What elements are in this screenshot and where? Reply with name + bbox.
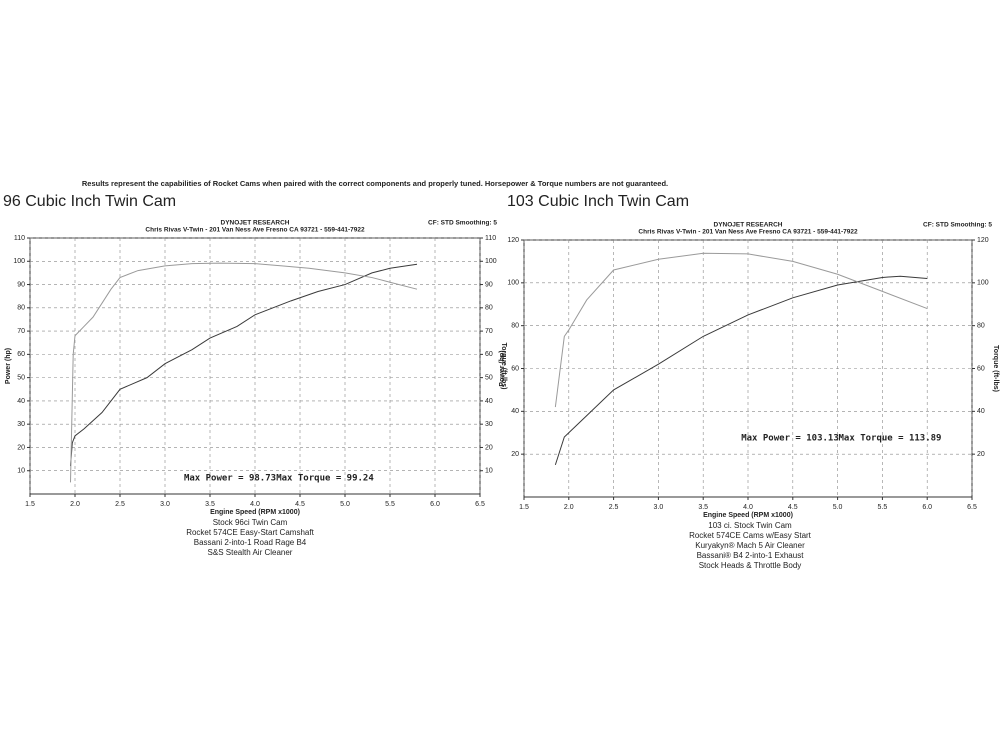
y-tick-label: 60 [511, 365, 519, 372]
y2-tick-label: 100 [485, 258, 497, 265]
series-line [554, 252, 928, 408]
x-tick-label: 6.0 [430, 501, 440, 508]
y2-tick-label: 40 [485, 398, 493, 405]
annotation: Max Torque = 99.24 [276, 474, 374, 484]
x-axis-label: Engine Speed (RPM x1000) [703, 512, 793, 519]
x-tick-label: 4.5 [295, 501, 305, 508]
y2-tick-label: 90 [485, 281, 493, 288]
chart-header: DYNOJET RESEARCH [714, 222, 783, 229]
y-tick-label: 20 [17, 444, 25, 451]
chart-header: Chris Rivas V-Twin - 201 Van Ness Ave Fr… [145, 227, 365, 234]
note: Rocket 574CE Cams w/Easy Start [689, 531, 812, 540]
y-tick-label: 50 [17, 374, 25, 381]
note: 103 ci. Stock Twin Cam [708, 521, 792, 530]
y2-tick-label: 100 [977, 280, 989, 287]
x-tick-label: 6.5 [967, 504, 977, 511]
y-tick-label: 70 [17, 328, 25, 335]
y2-tick-label: 110 [485, 235, 496, 242]
y-axis-label: Power (hp) [5, 348, 12, 384]
y2-tick-label: 30 [485, 421, 493, 428]
y-tick-label: 100 [507, 280, 519, 287]
y-tick-label: 20 [511, 451, 519, 458]
y2-tick-label: 120 [977, 237, 989, 244]
chart-header: DYNOJET RESEARCH [221, 220, 290, 227]
y2-tick-label: 80 [977, 323, 985, 330]
y2-axis-label: Torque (ft-lbs) [992, 345, 999, 392]
x-tick-label: 5.5 [385, 501, 395, 508]
x-tick-label: 5.0 [340, 501, 350, 508]
x-tick-label: 6.5 [475, 501, 485, 508]
x-tick-label: 6.0 [922, 504, 932, 511]
note: Stock 96ci Twin Cam [213, 518, 288, 527]
note: S&S Stealth Air Cleaner [208, 548, 293, 557]
settings-label: CF: STD Smoothing: 5 [428, 220, 497, 227]
y2-tick-label: 10 [485, 468, 493, 475]
x-tick-label: 3.0 [654, 504, 664, 511]
y-tick-label: 30 [17, 421, 25, 428]
x-tick-label: 4.0 [250, 501, 260, 508]
chart-title: 103 Cubic Inch Twin Cam [507, 193, 689, 210]
x-tick-label: 3.5 [698, 504, 708, 511]
x-tick-label: 2.5 [115, 501, 125, 508]
x-tick-label: 4.5 [788, 504, 798, 511]
y-tick-label: 40 [17, 398, 25, 405]
disclaimer: Results represent the capabilities of Ro… [82, 179, 668, 188]
x-axis-label: Engine Speed (RPM x1000) [210, 509, 300, 516]
annotation: Max Power = 98.73 [184, 474, 276, 484]
x-tick-label: 4.0 [743, 504, 753, 511]
note: Bassani 2-into-1 Road Rage B4 [194, 538, 307, 547]
note: Bassani® B4 2-into-1 Exhaust [697, 551, 805, 560]
y-tick-label: 40 [511, 408, 519, 415]
y2-tick-label: 70 [485, 328, 493, 335]
chart-title: 96 Cubic Inch Twin Cam [3, 193, 176, 210]
x-tick-label: 2.0 [564, 504, 574, 511]
x-tick-label: 5.5 [878, 504, 888, 511]
chart-header: Chris Rivas V-Twin - 201 Van Ness Ave Fr… [638, 229, 858, 236]
y-tick-label: 110 [14, 235, 25, 242]
y2-tick-label: 50 [485, 374, 493, 381]
x-tick-label: 1.5 [519, 504, 529, 511]
note: Stock Heads & Throttle Body [699, 561, 802, 570]
x-tick-label: 3.0 [160, 501, 170, 508]
y-axis-label: Power (hp) [499, 350, 506, 386]
x-tick-label: 2.5 [609, 504, 619, 511]
series-line [554, 275, 928, 466]
note: Kuryakyn® Mach 5 Air Cleaner [695, 541, 805, 550]
series-line [70, 262, 418, 483]
y-tick-label: 60 [17, 351, 25, 358]
note: Rocket 574CE Easy-Start Camshaft [186, 528, 314, 537]
y-tick-label: 10 [17, 468, 25, 475]
x-tick-label: 3.5 [205, 501, 215, 508]
x-tick-label: 2.0 [70, 501, 80, 508]
y-tick-label: 80 [511, 323, 519, 330]
y-tick-label: 90 [17, 281, 25, 288]
y2-axis-label: Torque (ft-lbs) [500, 343, 507, 390]
series-line [70, 263, 418, 467]
annotation: Max Power = 103.13 [741, 434, 839, 444]
x-tick-label: 1.5 [25, 501, 35, 508]
y2-tick-label: 20 [977, 451, 985, 458]
annotation: Max Torque = 113.89 [839, 434, 942, 444]
y-tick-label: 120 [507, 237, 519, 244]
y2-tick-label: 40 [977, 408, 985, 415]
x-tick-label: 5.0 [833, 504, 843, 511]
y2-tick-label: 80 [485, 305, 493, 312]
y-tick-label: 100 [13, 258, 25, 265]
y2-tick-label: 60 [977, 365, 985, 372]
y2-tick-label: 20 [485, 444, 493, 451]
settings-label: CF: STD Smoothing: 5 [923, 222, 992, 229]
y-tick-label: 80 [17, 305, 25, 312]
y2-tick-label: 60 [485, 351, 493, 358]
